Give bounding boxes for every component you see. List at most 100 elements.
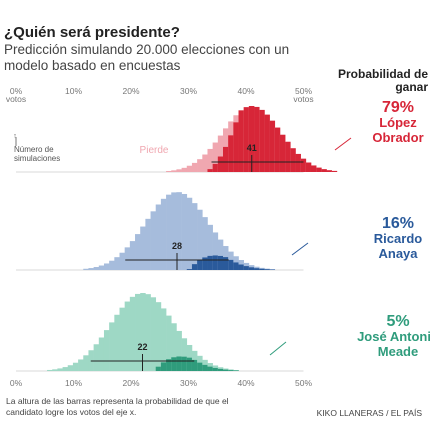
histogram-win-bar — [316, 167, 322, 172]
histogram-bar — [88, 268, 94, 270]
histogram-bar — [103, 330, 110, 371]
footer-note: La altura de las barras representa la pr… — [6, 396, 229, 417]
histogram-bar — [155, 302, 162, 371]
histogram-bar — [135, 293, 141, 371]
lose-label: Pierde — [140, 145, 169, 156]
candidate-name: José Antonio — [357, 329, 430, 344]
x-tick-top: 30% — [180, 86, 197, 96]
histogram-bar — [171, 323, 177, 371]
median-label: 22 — [137, 342, 147, 352]
histogram-bar — [140, 293, 146, 371]
histogram-bar — [93, 267, 100, 270]
x-tick-bottom: 20% — [122, 378, 139, 388]
histogram-win-bar — [295, 153, 301, 172]
candidate-name: Ricardo — [374, 231, 422, 246]
histogram-win-bar — [326, 170, 332, 172]
histogram-bar — [197, 159, 203, 172]
histogram-bar — [202, 217, 208, 270]
histogram-bar — [114, 257, 120, 270]
histogram-win-bar — [259, 109, 265, 172]
histogram-win-bar — [254, 106, 260, 172]
histogram-win-bar — [212, 163, 219, 172]
histogram-win-bar — [228, 370, 234, 371]
x-tick-top: 50% — [295, 86, 312, 96]
histogram-bar — [150, 211, 157, 270]
source-credit: KIKO LLANERAS / EL PAÍS — [316, 408, 422, 418]
histogram-bar — [129, 296, 136, 371]
histogram-win-bar — [279, 134, 286, 172]
histogram-bar — [98, 265, 105, 270]
candidate-name: Obrador — [372, 130, 423, 145]
candidate-name: Meade — [378, 344, 418, 359]
histogram-bar — [103, 263, 110, 270]
histogram-win-bar — [228, 135, 234, 172]
histogram-win-bar — [233, 122, 239, 172]
histogram-win-bar — [300, 158, 307, 172]
histogram-bar — [217, 135, 224, 172]
x-tick-top: 20% — [122, 86, 139, 96]
histogram-bar — [191, 203, 198, 270]
histogram-bar — [217, 239, 224, 270]
histogram-bar — [98, 337, 105, 371]
x-tick-top: 40% — [237, 86, 254, 96]
histogram-bar — [171, 192, 177, 270]
histogram-bar — [114, 314, 120, 371]
histogram-win-bar — [248, 106, 255, 172]
histogram-win-bar — [223, 146, 229, 172]
histogram-win-bar — [223, 257, 229, 270]
histogram-win-bar — [212, 367, 219, 371]
histogram-win-bar — [171, 357, 177, 371]
histogram-win-bar — [212, 255, 219, 270]
histogram-win-bar — [155, 366, 162, 371]
histogram-win-bar — [233, 262, 239, 270]
x-tick-bottom: 50% — [295, 378, 312, 388]
histogram-win-bar — [223, 369, 229, 371]
histogram-bar — [83, 355, 89, 371]
x-tick-bottom: 10% — [65, 378, 82, 388]
x-tick-bottom: 30% — [180, 378, 197, 388]
histogram-win-bar — [191, 359, 198, 371]
median-label: 28 — [172, 241, 182, 251]
histogram-bar — [160, 308, 167, 371]
histogram-bar — [197, 209, 203, 270]
y-annotation-label: Número de — [14, 145, 54, 154]
histogram-bar — [186, 197, 193, 270]
histogram-win-bar — [248, 267, 255, 270]
win-probability: 16% — [382, 215, 414, 232]
x-tick-top: 10% — [65, 86, 82, 96]
histogram-win-bar — [243, 266, 250, 270]
histogram-bar — [212, 232, 219, 270]
histogram-win-bar — [274, 127, 281, 172]
x-tick-bottom: 0% — [10, 378, 23, 388]
histogram-bar — [207, 224, 213, 270]
histogram-win-bar — [233, 370, 239, 371]
histogram-win-bar — [264, 114, 270, 172]
candidate-name: Anaya — [378, 246, 418, 261]
histogram-bar — [109, 260, 115, 270]
histogram-win-bar — [166, 359, 172, 371]
histogram-win-bar — [197, 362, 203, 371]
histogram-win-bar — [191, 264, 198, 270]
histogram-win-bar — [285, 141, 291, 172]
histogram-win-bar — [254, 268, 260, 270]
histogram-win-bar — [217, 156, 224, 172]
histogram-win-bar — [186, 269, 193, 270]
histogram-bar — [207, 148, 213, 172]
histogram-bar — [119, 252, 125, 270]
histogram-win-bar — [202, 364, 208, 371]
histogram-win-bar — [269, 120, 276, 172]
win-probability: 5% — [386, 313, 409, 330]
histogram-bar — [155, 204, 162, 270]
histogram-win-bar — [207, 169, 213, 172]
histogram-win-bar — [243, 107, 250, 172]
histogram-bar — [176, 169, 182, 172]
candidate-name: López — [379, 115, 417, 130]
histogram-bar — [52, 369, 58, 371]
histogram-win-bar — [217, 255, 224, 270]
histogram-bar — [62, 367, 69, 371]
histogram-bar — [150, 297, 157, 371]
histogram-bar — [191, 162, 198, 172]
chart-subtitle: Predicción simulando 20.000 elecciones c… — [4, 42, 290, 73]
probability-heading: Probabilidad de ganar — [338, 67, 429, 94]
x-tick-bottom: 40% — [237, 378, 254, 388]
